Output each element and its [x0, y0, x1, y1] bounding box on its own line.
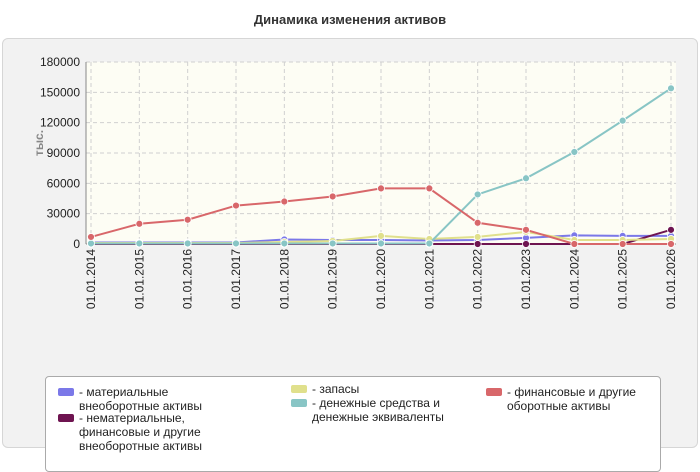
data-point: [135, 219, 144, 228]
data-point: [328, 239, 337, 248]
data-point: [667, 84, 675, 93]
x-tick-label: 01.01.2016: [181, 249, 195, 309]
data-point: [618, 116, 627, 125]
x-tick-label: 01.01.2025: [616, 249, 630, 309]
legend-swatch: [291, 399, 307, 407]
y-tick-label: 0: [73, 237, 80, 251]
data-point: [425, 184, 434, 193]
data-point: [280, 197, 289, 206]
legend-label: - денежные средства и денежные эквивален…: [312, 396, 444, 424]
data-point: [425, 239, 434, 248]
chart-title: Динамика изменения активов: [253, 12, 447, 27]
data-point: [377, 232, 385, 240]
legend-swatch: [58, 414, 74, 422]
data-point: [232, 239, 240, 248]
data-point: [183, 215, 192, 224]
data-point: [280, 239, 289, 248]
legend: - материальные внеоборотные активы - нема…: [45, 376, 661, 472]
data-point: [473, 218, 482, 227]
x-tick-label: 01.01.2019: [326, 249, 340, 309]
data-point: [667, 225, 675, 234]
legend-swatch: [291, 385, 307, 393]
data-point: [87, 233, 95, 241]
data-point: [328, 192, 337, 201]
data-point: [522, 174, 530, 183]
data-point: [473, 190, 482, 199]
data-point: [570, 148, 579, 156]
x-tick-label: 01.01.2024: [567, 249, 581, 309]
legend-label: - финансовые и другие оборотные активы: [507, 385, 636, 413]
y-tick-label: 90000: [47, 146, 81, 160]
x-tick-label: 01.01.2020: [374, 249, 388, 309]
chart-panel: 0 30000 60000 90000 120000 150000 180000 01.01.…: [2, 38, 698, 472]
data-point: [377, 239, 385, 248]
y-axis-label: тыс.: [32, 130, 46, 156]
legend-swatch: [58, 388, 74, 396]
data-point: [473, 233, 482, 241]
x-tick-label: 01.01.2015: [132, 249, 146, 309]
data-point: [377, 184, 385, 193]
x-tick-label: 01.01.2026: [664, 249, 678, 309]
data-point: [570, 240, 579, 248]
legend-label: - запасы: [312, 382, 360, 396]
data-point: [522, 240, 530, 248]
y-tick-label: 120000: [40, 116, 80, 130]
y-tick-label: 30000: [47, 207, 81, 221]
x-tick-label: 01.01.2017: [229, 249, 243, 309]
x-tick-label: 01.01.2021: [422, 249, 436, 309]
data-point: [232, 201, 240, 210]
legend-label: - нематериальные, финансовые и другие вн…: [79, 411, 202, 453]
x-tick-label: 01.01.2014: [84, 249, 98, 309]
data-point: [87, 239, 95, 248]
y-tick-label: 150000: [40, 85, 80, 99]
x-tick-label: 01.01.2018: [277, 249, 291, 309]
data-point: [183, 239, 192, 248]
data-point: [473, 240, 482, 248]
x-tick-label: 01.01.2023: [519, 249, 533, 309]
data-point: [618, 240, 627, 248]
chart-canvas: 0 30000 60000 90000 120000 150000 180000 01.01.…: [32, 55, 678, 309]
data-point: [667, 240, 675, 248]
data-point: [135, 239, 144, 248]
y-tick-label: 60000: [47, 176, 81, 190]
legend-label: - материальные внеоборотные активы: [79, 385, 202, 413]
x-tick-label: 01.01.2022: [471, 249, 485, 309]
y-tick-label: 180000: [40, 55, 80, 69]
legend-swatch: [486, 388, 502, 396]
data-point: [522, 225, 530, 234]
